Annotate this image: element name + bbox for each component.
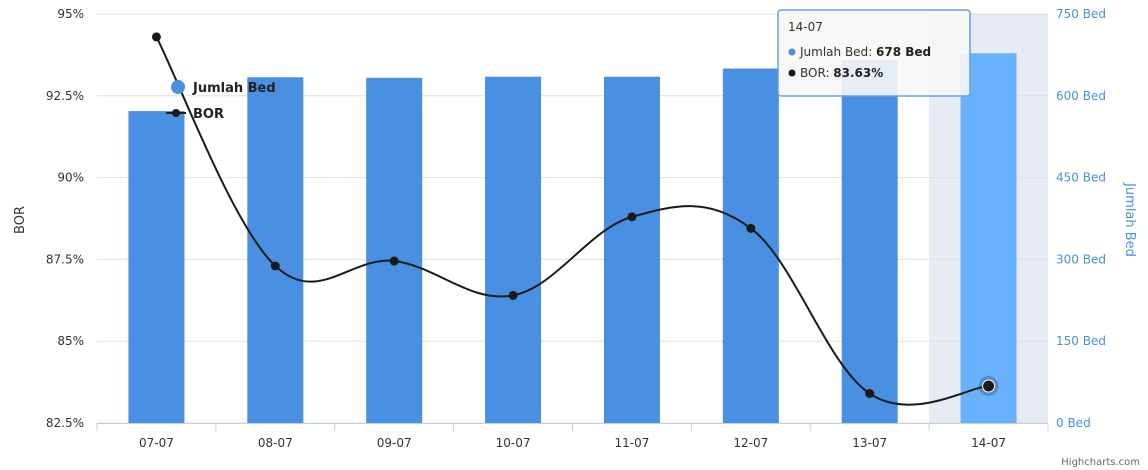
tooltip-marker-line bbox=[788, 69, 796, 77]
legend-item-bor[interactable]: BOR bbox=[166, 107, 224, 122]
bor-point-10-07[interactable] bbox=[508, 290, 518, 300]
tooltip-title: 14-07 bbox=[788, 20, 823, 34]
line-series bbox=[151, 32, 999, 406]
bor-point-07-07[interactable] bbox=[151, 32, 161, 42]
right-axis-title: Jumlah Bed bbox=[1122, 182, 1137, 257]
bar-13-07[interactable] bbox=[841, 60, 898, 423]
x-tick-label: 11-07 bbox=[615, 436, 650, 450]
legend-marker-line bbox=[172, 109, 180, 117]
tooltip-separator: : bbox=[868, 45, 876, 59]
bar-09-07[interactable] bbox=[366, 77, 423, 423]
tooltip: 14-07 Jumlah Bed: 678 Bed BOR: 83.63% bbox=[777, 9, 971, 97]
tooltip-box bbox=[777, 9, 971, 97]
bor-point-13-07[interactable] bbox=[865, 389, 875, 399]
tooltip-row-bor: BOR: 83.63% bbox=[800, 66, 883, 80]
x-axis bbox=[96, 423, 1049, 431]
left-tick-label: 85% bbox=[57, 334, 84, 348]
tooltip-row-jumlah-bed: Jumlah Bed: 678 Bed bbox=[799, 45, 931, 59]
right-tick-label: 600 Bed bbox=[1056, 89, 1106, 103]
bar-07-07[interactable] bbox=[128, 111, 185, 423]
credits-link[interactable]: Highcharts.com bbox=[1061, 457, 1140, 468]
bor-point-08-07[interactable] bbox=[270, 261, 280, 271]
tooltip-marker-bar bbox=[788, 48, 796, 56]
left-tick-label: 82.5% bbox=[46, 416, 84, 430]
left-tick-label: 87.5% bbox=[46, 252, 84, 266]
legend: Jumlah Bed BOR bbox=[166, 80, 276, 122]
bar-08-07[interactable] bbox=[247, 77, 304, 423]
bor-point-11-07[interactable] bbox=[627, 212, 637, 222]
legend-item-jumlah-bed[interactable]: Jumlah Bed bbox=[171, 80, 276, 96]
right-tick-label: 450 Bed bbox=[1056, 171, 1106, 185]
right-tick-label: 300 Bed bbox=[1056, 252, 1106, 266]
tooltip-label-jumlah-bed: Jumlah Bed bbox=[799, 45, 868, 59]
bar-series bbox=[128, 53, 1017, 424]
x-tick-label: 07-07 bbox=[139, 436, 174, 450]
legend-marker-bar bbox=[171, 80, 185, 94]
right-tick-label: 750 Bed bbox=[1056, 7, 1106, 21]
x-tick-label: 14-07 bbox=[971, 436, 1006, 450]
bor-point-14-07[interactable] bbox=[982, 379, 996, 393]
right-tick-label: 150 Bed bbox=[1056, 334, 1106, 348]
right-axis: 0 Bed 150 Bed 300 Bed 450 Bed 600 Bed 750 Bed bbox=[1056, 7, 1106, 430]
tooltip-separator: : bbox=[825, 66, 833, 80]
tooltip-value-jumlah-bed: 678 Bed bbox=[876, 45, 931, 59]
x-tick-label: 08-07 bbox=[258, 436, 293, 450]
tooltip-value-bor: 83.63% bbox=[833, 66, 883, 80]
tooltip-label-bor: BOR bbox=[800, 66, 825, 80]
x-axis-labels: 07-07 08-07 09-07 10-07 11-07 12-07 13-07 14-07 bbox=[139, 436, 1006, 450]
left-tick-label: 92.5% bbox=[46, 89, 84, 103]
x-tick-label: 09-07 bbox=[377, 436, 412, 450]
x-tick-label: 13-07 bbox=[852, 436, 887, 450]
bar-14-07[interactable] bbox=[960, 53, 1017, 423]
bar-11-07[interactable] bbox=[603, 76, 660, 424]
bor-point-12-07[interactable] bbox=[746, 223, 756, 233]
left-axis-title: BOR bbox=[13, 206, 28, 234]
right-tick-label: 0 Bed bbox=[1056, 416, 1091, 430]
bor-point-09-07[interactable] bbox=[389, 256, 399, 266]
x-tick-label: 12-07 bbox=[733, 436, 768, 450]
bar-12-07[interactable] bbox=[722, 68, 779, 424]
legend-label-jumlah-bed: Jumlah Bed bbox=[192, 81, 276, 96]
legend-label-bor: BOR bbox=[193, 107, 224, 122]
left-tick-label: 95% bbox=[57, 7, 84, 21]
left-tick-label: 90% bbox=[57, 171, 84, 185]
x-tick-label: 10-07 bbox=[496, 436, 531, 450]
left-axis: 82.5% 85% 87.5% 90% 92.5% 95% bbox=[46, 7, 84, 430]
bar-10-07[interactable] bbox=[485, 76, 542, 424]
